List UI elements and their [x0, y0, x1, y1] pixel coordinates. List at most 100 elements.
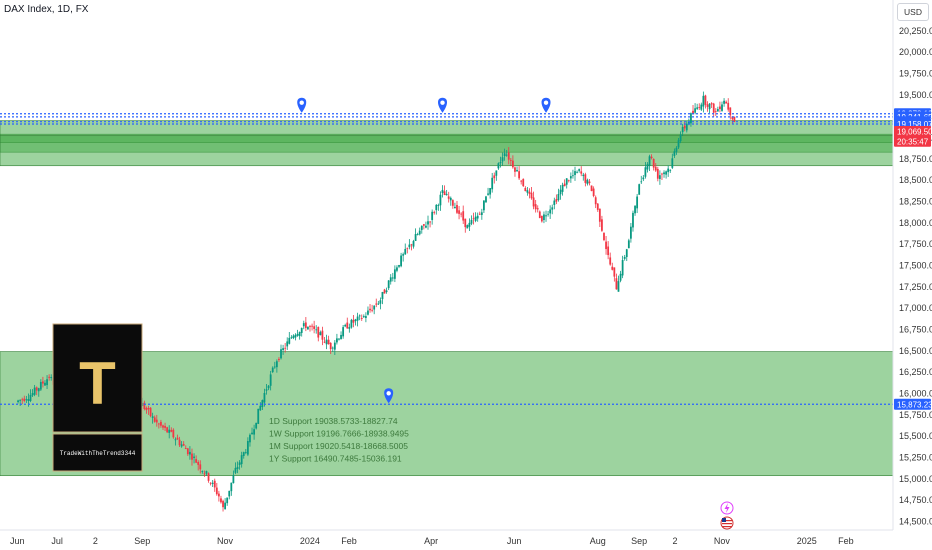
lightning-glyph: [724, 503, 730, 513]
candle-body: [189, 451, 191, 455]
candle-body: [259, 405, 262, 411]
candle-body: [217, 493, 220, 497]
candle-body: [489, 188, 492, 195]
candle-body: [420, 225, 423, 230]
candle-body: [304, 322, 307, 328]
candle-body: [582, 174, 585, 177]
candle-body: [632, 212, 634, 228]
candle-body: [364, 316, 367, 318]
candle-body: [497, 163, 500, 169]
candle-body: [601, 219, 603, 231]
candle-body: [462, 211, 465, 221]
candle-body: [648, 156, 651, 166]
x-tick-label: Sep: [134, 536, 150, 546]
candle-body: [356, 316, 359, 321]
candle-body: [362, 316, 365, 318]
location-marker-icon[interactable]: [384, 388, 394, 404]
candle-body: [687, 121, 690, 124]
location-marker-dot: [543, 100, 549, 105]
candle-body: [658, 175, 661, 179]
candle-body: [559, 189, 562, 195]
candle-body: [445, 193, 448, 196]
candle-body: [518, 171, 521, 179]
candle-body: [679, 134, 682, 142]
candle-body: [721, 104, 723, 111]
y-tick-label: 16,250.00: [899, 367, 932, 377]
candle-body: [48, 376, 51, 378]
y-tick-label: 14,750.00: [899, 495, 932, 505]
candle-body: [309, 326, 311, 327]
candle-body: [449, 197, 452, 201]
candle-body: [441, 189, 444, 193]
support-note-3: 1M Support 19020.5418-18668.5005: [269, 441, 408, 451]
candle-body: [271, 367, 274, 373]
location-marker-icon[interactable]: [297, 97, 307, 113]
candle-body: [404, 248, 407, 255]
candle-body: [588, 181, 591, 184]
candle-body: [700, 104, 703, 110]
candle-body: [451, 200, 454, 206]
candle-body: [611, 266, 614, 270]
candle-body: [360, 317, 363, 319]
candle-body: [255, 422, 258, 429]
candle-body: [534, 204, 537, 210]
x-tick-label: 2024: [300, 536, 320, 546]
candle-body: [182, 444, 185, 446]
y-tick-label: 16,000.00: [899, 388, 932, 398]
y-tick-label: 17,750.00: [899, 239, 932, 249]
candle-body: [636, 196, 639, 209]
candle-body: [406, 247, 409, 249]
candle-body: [280, 349, 282, 359]
candle-body: [464, 218, 467, 228]
candle-body: [567, 180, 570, 182]
candle-body: [594, 197, 597, 205]
candle-body: [427, 221, 429, 225]
candle-body: [197, 461, 200, 465]
candle-body: [576, 171, 578, 173]
y-tick-label: 14,500.00: [899, 516, 932, 526]
candle-body: [300, 327, 303, 333]
candle-body: [615, 278, 618, 290]
x-tick-label: Feb: [838, 536, 854, 546]
candle-body: [514, 167, 516, 172]
candle-body: [619, 273, 622, 281]
candle-body: [572, 175, 574, 177]
candle-body: [694, 108, 696, 113]
candle-body: [166, 427, 169, 433]
candle-body: [580, 171, 583, 174]
candle-body: [652, 158, 655, 168]
candle-body: [429, 221, 431, 223]
candle-body: [307, 326, 309, 330]
candle-body: [654, 166, 657, 171]
candle-body: [33, 387, 36, 395]
flag-stripe: [722, 526, 732, 528]
candle-body: [180, 444, 183, 447]
candle-body: [393, 269, 396, 279]
x-tick-label: Sep: [631, 536, 647, 546]
candle-body: [511, 160, 514, 168]
candle-body: [178, 439, 181, 446]
candle-body: [317, 326, 320, 338]
candle-body: [524, 187, 527, 192]
y-tick-label: 17,000.00: [899, 303, 932, 313]
candle-body: [547, 213, 549, 215]
candle-body: [371, 309, 374, 311]
candle-body: [443, 191, 446, 195]
location-marker-icon[interactable]: [438, 97, 447, 113]
candle-body: [234, 467, 237, 473]
candle-body: [646, 164, 649, 170]
candle-body: [323, 341, 326, 343]
candle-body: [543, 214, 545, 221]
candle-body: [213, 480, 216, 488]
currency-selector[interactable]: USD: [897, 3, 929, 21]
logo-letter: T: [79, 350, 116, 417]
candle-body: [294, 334, 297, 338]
candle-body: [565, 178, 568, 185]
y-tick-label: 17,500.00: [899, 260, 932, 270]
candle-body: [590, 185, 593, 192]
candle-body: [302, 323, 305, 327]
location-marker-icon[interactable]: [541, 97, 551, 113]
candle-body: [642, 177, 645, 180]
candle-body: [414, 234, 417, 241]
